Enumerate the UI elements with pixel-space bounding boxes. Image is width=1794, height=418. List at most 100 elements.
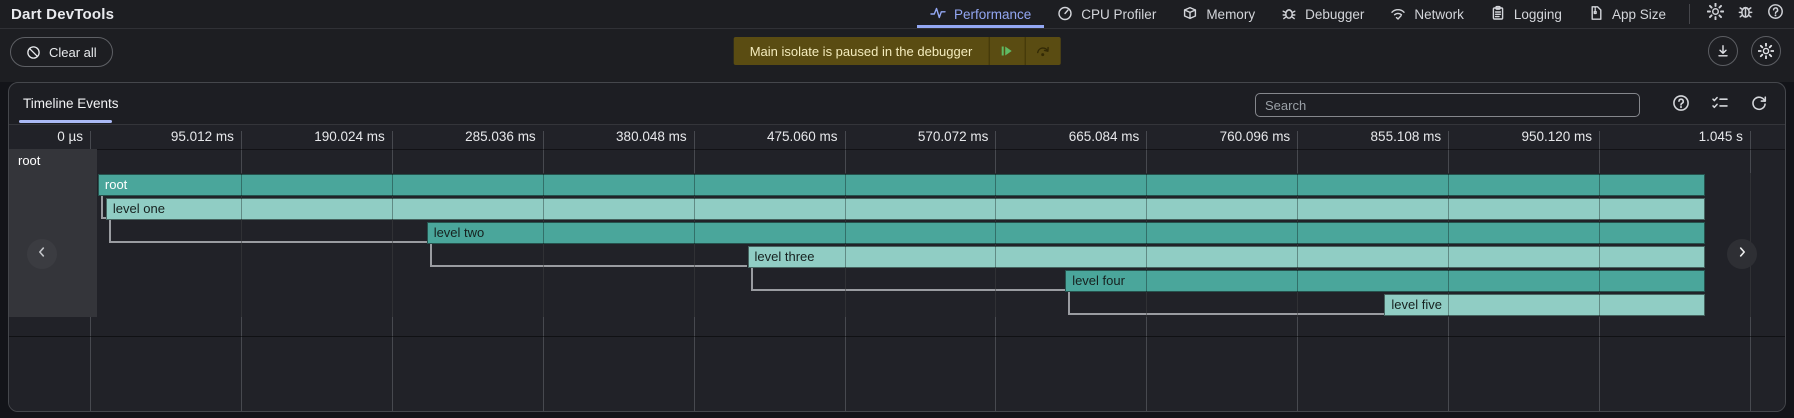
help-button[interactable] [1760,0,1790,28]
nav-tab-app-size[interactable]: App Size [1575,0,1679,28]
filter-checklist-button[interactable] [1710,93,1730,113]
settings-icon [1706,2,1724,25]
timeline-events-panel: Timeline Events 0 µs 95.012 ms 190.024 ms 2… [8,82,1786,412]
gridline-over-bars [542,173,544,317]
filter-checklist-icon [1711,94,1729,112]
gridline-over-bars [1146,173,1148,317]
performance-icon [930,5,946,24]
flame-frame-root[interactable]: root [97,174,1706,196]
gridline [995,131,997,411]
resume-button[interactable] [989,37,1024,65]
refresh-button[interactable] [1749,93,1769,113]
nav-tab-memory[interactable]: Memory [1169,0,1268,28]
chevron-right-icon [1735,245,1749,264]
gridline [542,131,544,411]
nav-tab-label: Performance [954,6,1032,22]
group-label: root [18,153,41,168]
debugger-icon [1281,5,1297,24]
flame-frame-level-one[interactable]: level one [105,198,1706,220]
nav-separator [1689,4,1690,24]
nav-tab-label: CPU Profiler [1081,6,1157,22]
banner-separator [988,37,990,65]
step-over-icon [1035,43,1051,59]
gridline-over-bars [1448,173,1450,317]
clear-all-label: Clear all [49,44,97,60]
paused-banner-message: Main isolate is paused in the debugger [749,43,973,59]
gridline [844,131,846,411]
flame-frame-level-three[interactable]: level three [747,246,1706,268]
memory-icon [1182,5,1198,24]
network-icon [1390,5,1406,24]
help-button[interactable] [1671,93,1691,113]
logging-icon [1490,5,1506,24]
frame-connector [1068,292,1071,315]
tab-selected-underline [19,120,112,123]
help-icon [1672,94,1690,112]
nav-tab-logging[interactable]: Logging [1477,0,1575,28]
nav-tab-label: Logging [1513,6,1562,22]
flame-chart-canvas: 0 µs 95.012 ms 190.024 ms 285.036 ms 380.048… [9,125,1785,411]
resume-icon [999,43,1015,59]
step-over-button[interactable] [1025,37,1060,65]
settings-button[interactable] [1700,0,1730,28]
frame-connector [750,289,1066,291]
gridline-over-bars [693,173,695,317]
gridline [1749,131,1751,411]
block-icon [26,45,41,60]
frame-connector [429,244,432,267]
frame-connector [429,265,748,267]
gridline-over-bars [240,173,242,317]
app-size-icon [1588,5,1604,24]
frame-connector [100,217,106,219]
toolbar-actions [1708,36,1781,66]
frame-connector [750,268,753,291]
settings-button[interactable] [1751,36,1781,66]
nav-tab-performance[interactable]: Performance [917,0,1044,28]
frame-connector [108,220,111,243]
nav-tabbar: Performance CPU Profiler Memory Debugger Net… [917,0,1790,28]
report-bug-icon [1737,3,1754,25]
flame-frame-level-four[interactable]: level four [1065,270,1706,292]
section-divider [9,336,1785,337]
ruler-tick-label: 475.060 ms [766,129,838,144]
panel-tabbar: Timeline Events [9,83,1785,125]
nav-tab-label: App Size [1611,6,1666,22]
frame-connector [108,241,427,243]
ruler-tick-label: 95.012 ms [170,129,234,144]
gridline-over-bars [995,173,997,317]
scroll-right-button[interactable] [1727,239,1757,269]
nav-tab-network[interactable]: Network [1377,0,1477,28]
ruler-tick-label: 285.036 ms [465,129,536,144]
gridline [240,131,242,411]
ruler-tick-label: 950.120 ms [1521,129,1592,144]
search-input[interactable] [1255,93,1640,117]
scroll-left-button[interactable] [27,239,57,269]
panel-tab-icons [1671,93,1769,113]
nav-tab-cpu-profiler[interactable]: CPU Profiler [1044,0,1169,28]
flame-frame-level-two[interactable]: level two [426,222,1706,244]
ruler-tick-label: 190.024 ms [314,129,385,144]
top-chrome: Dart DevTools Performance CPU Profiler Mem… [0,0,1794,82]
app-title: Dart DevTools [11,5,115,23]
frame-connector [100,196,103,219]
paused-banner-buttons [988,37,1060,65]
group-gutter: root [9,149,97,317]
ruler-tick-label: 1.045 s [1698,129,1743,144]
refresh-icon [1750,94,1768,112]
tab-timeline-events[interactable]: Timeline Events [23,95,119,111]
ruler-underline [9,149,1785,150]
download-button[interactable] [1708,36,1738,66]
nav-tab-debugger[interactable]: Debugger [1268,0,1377,28]
gridline-over-bars [391,173,393,317]
cpu-profiler-icon [1057,5,1073,24]
flame-frame-level-five[interactable]: level five [1384,294,1706,316]
gridline [391,131,393,411]
clear-all-button[interactable]: Clear all [10,37,113,67]
frame-connector [1068,313,1385,315]
report-bug-button[interactable] [1730,0,1760,28]
header-bar: Dart DevTools Performance CPU Profiler Mem… [0,0,1794,29]
chevron-left-icon [35,245,49,264]
gridline [693,131,695,411]
ruler-tick-label: 760.096 ms [1219,129,1291,144]
